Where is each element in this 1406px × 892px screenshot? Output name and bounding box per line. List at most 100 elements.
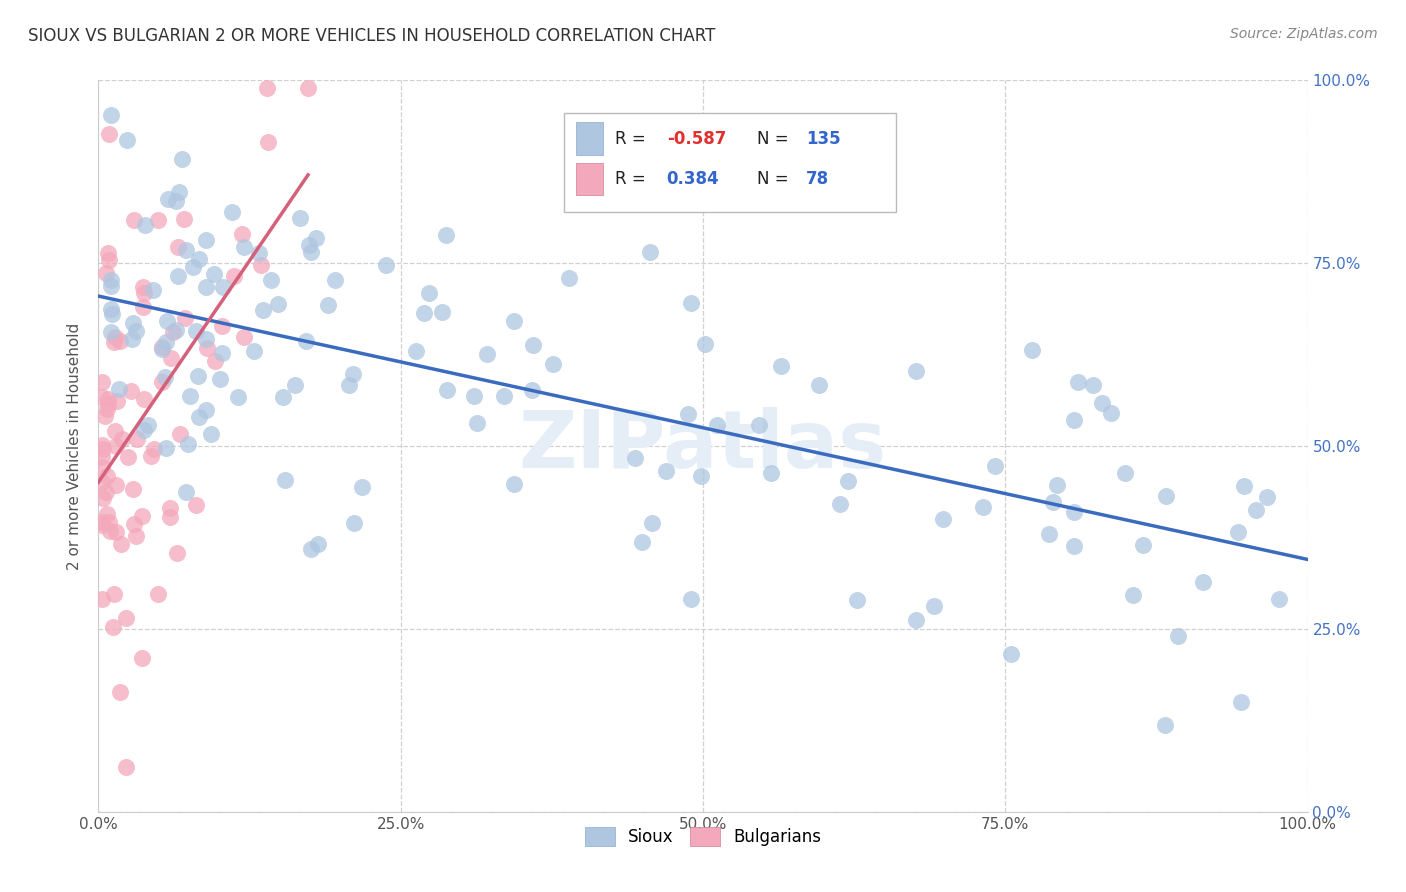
Point	[257, 135, 280, 149]
Point	[134, 218, 156, 232]
Point	[100, 325, 122, 339]
Point	[1063, 413, 1085, 427]
Point	[91, 518, 114, 533]
Point	[150, 340, 173, 354]
Point	[837, 474, 859, 488]
Point	[1046, 477, 1069, 491]
Point	[1067, 375, 1090, 389]
Point	[142, 283, 165, 297]
Point	[1132, 538, 1154, 552]
Point	[288, 211, 311, 226]
Point	[502, 314, 524, 328]
Point	[166, 546, 188, 560]
Bar	[576, 122, 603, 155]
Point	[146, 587, 169, 601]
Point	[638, 244, 661, 259]
Point	[173, 310, 195, 325]
Point	[117, 133, 139, 147]
Point	[176, 436, 198, 450]
Point	[195, 342, 218, 356]
Point	[520, 383, 543, 397]
Point	[195, 403, 218, 417]
Point	[222, 268, 245, 283]
Point	[208, 372, 231, 386]
Point	[165, 194, 187, 209]
Point	[100, 272, 122, 286]
Point	[624, 451, 647, 466]
Point	[522, 337, 544, 351]
Point	[103, 334, 125, 349]
Point	[104, 439, 127, 453]
Point	[93, 409, 115, 424]
Point	[131, 279, 153, 293]
Point	[1091, 395, 1114, 409]
Point	[299, 542, 322, 557]
Point	[543, 357, 565, 371]
Point	[307, 537, 329, 551]
Point	[188, 410, 211, 425]
Text: 78: 78	[806, 170, 830, 188]
Point	[91, 515, 114, 529]
Point	[167, 185, 190, 199]
Point	[194, 233, 217, 247]
Point	[156, 193, 179, 207]
Point	[1114, 467, 1136, 481]
Point	[1122, 588, 1144, 602]
Point	[922, 599, 945, 613]
Point	[96, 507, 118, 521]
Point	[748, 418, 770, 433]
Point	[690, 469, 713, 483]
Point	[100, 279, 122, 293]
Point	[174, 485, 197, 500]
Point	[231, 227, 253, 241]
Point	[641, 516, 664, 530]
Point	[194, 332, 217, 346]
Point	[115, 611, 138, 625]
Point	[905, 613, 928, 627]
Point	[100, 301, 122, 316]
Point	[430, 305, 453, 319]
Point	[103, 587, 125, 601]
Point	[1042, 495, 1064, 509]
Point	[91, 375, 114, 389]
Point	[132, 286, 155, 301]
Text: R =: R =	[614, 130, 651, 148]
Text: -0.587: -0.587	[666, 130, 725, 148]
Point	[221, 205, 243, 219]
Point	[1226, 525, 1249, 540]
Point	[167, 268, 190, 283]
Point	[256, 80, 278, 95]
Point	[211, 319, 233, 334]
Point	[94, 484, 117, 499]
Point	[492, 389, 515, 403]
Point	[558, 271, 581, 285]
Point	[1081, 378, 1104, 392]
Point	[1229, 695, 1251, 709]
Point	[131, 651, 153, 665]
Point	[121, 384, 143, 398]
Point	[96, 402, 118, 417]
Point	[316, 297, 339, 311]
Point	[295, 334, 318, 349]
Point	[150, 375, 173, 389]
Point	[463, 389, 485, 403]
Point	[159, 351, 181, 365]
Point	[932, 512, 955, 526]
Point	[502, 477, 524, 491]
Point	[125, 432, 148, 446]
Point	[465, 416, 488, 430]
Point	[125, 325, 148, 339]
Point	[299, 244, 322, 259]
Point	[211, 279, 233, 293]
Point	[104, 524, 127, 539]
Point	[91, 459, 114, 474]
Point	[679, 296, 702, 310]
Point	[972, 500, 994, 514]
Point	[260, 273, 283, 287]
Point	[228, 390, 250, 404]
Point	[105, 478, 128, 492]
Point	[91, 390, 114, 404]
Point	[204, 354, 226, 368]
Point	[91, 592, 114, 607]
Point	[283, 378, 305, 392]
